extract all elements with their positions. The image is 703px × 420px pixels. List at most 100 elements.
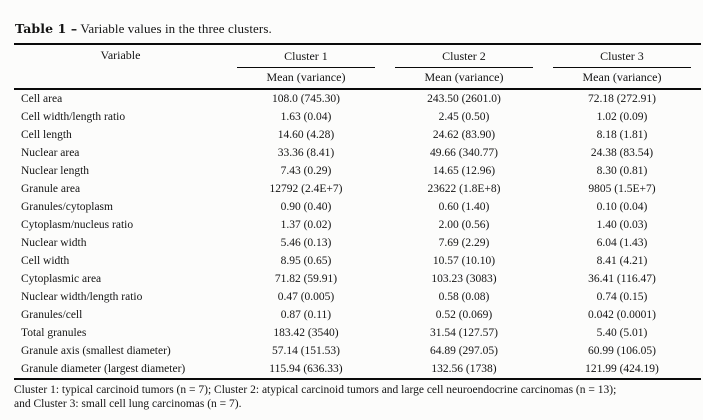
footnote-line-2: and Cluster 3: small cell lung carcinoma… (14, 397, 242, 410)
variable-name-cell: Nuclear width/length ratio (21, 290, 143, 303)
value-cell: 8.30 (0.81) (596, 164, 648, 177)
value-cell: 72.18 (272.91) (587, 92, 656, 105)
table-row: Cytoplasm/nucleus ratio 1.37 (0.02) 2.00 (… (14, 216, 701, 234)
value-cell: 5.40 (5.01) (596, 326, 648, 339)
table-row: Nuclear area 33.36 (8.41) 49.66 (340.77) 24… (14, 144, 701, 162)
table-body: Cell area 108.0 (745.30) 243.50 (2601.0) 72… (14, 89, 701, 379)
value-cell: 0.90 (0.40) (280, 200, 332, 213)
variable-name-cell: Total granules (21, 326, 87, 339)
value-cell: 33.36 (8.41) (277, 146, 335, 159)
table-row: Cell width/length ratio 1.63 (0.04) 2.45 (… (14, 108, 701, 126)
cluster-1-header-label: Cluster 1 (236, 48, 375, 68)
variable-name-cell: Granule area (21, 182, 81, 195)
variable-name-cell: Granule axis (smallest diameter) (21, 344, 171, 357)
variable-name-cell: Cytoplasm/nucleus ratio (21, 218, 134, 231)
value-cell: 64.89 (297.05) (429, 344, 498, 357)
table-row: Cell area 108.0 (745.30) 243.50 (2601.0) 72… (14, 89, 701, 108)
cluster-2-header-label: Cluster 2 (394, 48, 533, 68)
table-row: Nuclear width/length ratio 0.47 (0.005) 0.… (14, 288, 701, 306)
value-cell: 0.042 (0.0001) (587, 308, 656, 321)
variable-name-cell: Cell area (21, 92, 63, 105)
cluster-3-subheader: Mean (variance) (542, 68, 701, 90)
value-cell: 12792 (2.4E+7) (269, 182, 343, 195)
variable-name-cell: Nuclear width (21, 236, 87, 249)
value-cell: 115.94 (636.33) (269, 362, 343, 375)
value-cell: 0.60 (1.40) (438, 200, 490, 213)
value-cell: 0.52 (0.069) (435, 308, 493, 321)
table-row: Nuclear width 5.46 (0.13) 7.69 (2.29) 6.04 … (14, 234, 701, 252)
variable-name-cell: Nuclear length (21, 164, 90, 177)
cluster-1-subheader: Mean (variance) (226, 68, 385, 90)
value-cell: 23622 (1.8E+8) (427, 182, 501, 195)
value-cell: 108.0 (745.30) (271, 92, 340, 105)
table-caption-label: Table 1 – (15, 21, 78, 36)
value-cell: 183.42 (3540) (273, 326, 339, 339)
value-cell: 31.54 (127.57) (429, 326, 498, 339)
table-row: Granule area 12792 (2.4E+7) 23622 (1.8E+8)… (14, 180, 701, 198)
value-cell: 14.65 (12.96) (432, 164, 496, 177)
table-row: Granules/cytoplasm 0.90 (0.40) 0.60 (1.40)… (14, 198, 701, 216)
value-cell: 10.57 (10.10) (432, 254, 496, 267)
value-cell: 14.60 (4.28) (277, 128, 335, 141)
value-cell: 24.38 (83.54) (590, 146, 654, 159)
variable-name-cell: Granules/cell (21, 308, 83, 321)
value-cell: 121.99 (424.19) (585, 362, 659, 375)
variable-column-header: Variable (100, 48, 141, 62)
subheader-spacer (14, 68, 227, 90)
header-row-clusters: Variable Cluster 1 Cluster 2 Cluster 3 (14, 44, 701, 68)
value-cell: 8.41 (4.21) (596, 254, 648, 267)
value-cell: 0.58 (0.08) (438, 290, 490, 303)
variable-name-cell: Nuclear area (21, 146, 80, 159)
data-table: Variable Cluster 1 Cluster 2 Cluster 3 M… (14, 43, 701, 380)
table-row: Nuclear length 7.43 (0.29) 14.65 (12.96) 8.… (14, 162, 701, 180)
value-cell: 6.04 (1.43) (596, 236, 648, 249)
table-footnote: Cluster 1: typical carcinoid tumors (n =… (14, 384, 703, 411)
value-cell: 57.14 (151.53) (271, 344, 340, 357)
cluster-2-subheader: Mean (variance) (384, 68, 543, 90)
cluster-3-header-label: Cluster 3 (552, 48, 691, 68)
value-cell: 0.47 (0.005) (277, 290, 335, 303)
header-row-subheaders: Mean (variance) Mean (variance) Mean (va… (14, 68, 701, 90)
value-cell: 132.56 (1738) (431, 362, 497, 375)
variable-name-cell: Cell width/length ratio (21, 110, 126, 123)
value-cell: 71.82 (59.91) (274, 272, 338, 285)
cluster-1-column-header: Cluster 1 (227, 44, 385, 68)
variable-name-cell: Granule diameter (largest diameter) (21, 362, 186, 375)
cluster-2-column-header: Cluster 2 (385, 44, 543, 68)
value-cell: 5.46 (0.13) (280, 236, 332, 249)
table-row: Total granules 183.42 (3540) 31.54 (127.57… (14, 324, 701, 342)
value-cell: 1.02 (0.09) (596, 110, 648, 123)
table-header: Variable Cluster 1 Cluster 2 Cluster 3 M… (14, 44, 701, 90)
table-caption: Table 1 – Variable values in the three c… (15, 21, 703, 37)
value-cell: 2.00 (0.56) (438, 218, 490, 231)
table-row: Granule diameter (largest diameter) 115.9… (14, 360, 701, 379)
value-cell: 1.63 (0.04) (280, 110, 332, 123)
value-cell: 0.10 (0.04) (596, 200, 648, 213)
table-row: Granule axis (smallest diameter) 57.14 (1… (14, 342, 701, 360)
value-cell: 243.50 (2601.0) (427, 92, 501, 105)
footnote-line-1: Cluster 1: typical carcinoid tumors (n =… (14, 384, 617, 396)
value-cell: 103.23 (3083) (431, 272, 497, 285)
table-row: Cytoplasmic area 71.82 (59.91) 103.23 (308… (14, 270, 701, 288)
value-cell: 49.66 (340.77) (429, 146, 498, 159)
value-cell: 8.95 (0.65) (280, 254, 332, 267)
value-cell: 1.40 (0.03) (596, 218, 648, 231)
value-cell: 9805 (1.5E+7) (588, 182, 656, 195)
value-cell: 1.37 (0.02) (280, 218, 332, 231)
variable-name-cell: Cytoplasmic area (21, 272, 102, 285)
variable-name-cell: Granules/cytoplasm (21, 200, 113, 213)
table-caption-text: Variable values in the three clusters. (80, 21, 272, 36)
value-cell: 7.43 (0.29) (280, 164, 332, 177)
variable-name-cell: Cell length (21, 128, 72, 141)
table-row: Granules/cell 0.87 (0.11) 0.52 (0.069) 0.04… (14, 306, 701, 324)
table-row: Cell length 14.60 (4.28) 24.62 (83.90) 8.18… (14, 126, 701, 144)
value-cell: 36.41 (116.47) (588, 272, 656, 285)
table-row: Cell width 8.95 (0.65) 10.57 (10.10) 8.41 (… (14, 252, 701, 270)
value-cell: 0.74 (0.15) (596, 290, 648, 303)
variable-name-cell: Cell width (21, 254, 70, 267)
value-cell: 2.45 (0.50) (438, 110, 490, 123)
value-cell: 0.87 (0.11) (280, 308, 332, 321)
value-cell: 24.62 (83.90) (432, 128, 496, 141)
value-cell: 60.99 (106.05) (587, 344, 656, 357)
